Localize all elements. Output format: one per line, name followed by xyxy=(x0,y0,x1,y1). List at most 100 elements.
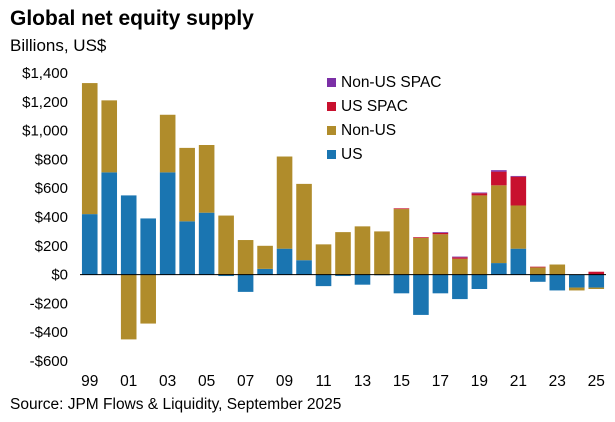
bar-non-us-2003 xyxy=(159,114,176,173)
x-tick-label: 07 xyxy=(237,373,254,390)
x-tick-label: 19 xyxy=(471,373,488,390)
bar-non-us-1999 xyxy=(81,83,98,215)
bar-us-2006 xyxy=(218,274,234,277)
x-axis: 99 01 03 05 07 09 11 13 15 17 19 21 23 25 xyxy=(81,373,605,390)
bar-non-us-2002 xyxy=(140,274,156,324)
y-tick-label: $1,200 xyxy=(22,94,68,111)
y-tick-label: $1,000 xyxy=(22,123,68,140)
bar-us-2004 xyxy=(179,221,195,275)
bar-us-2007 xyxy=(237,274,254,292)
bar-us-2003 xyxy=(159,172,176,275)
y-tick-label: $200 xyxy=(35,238,68,255)
bar-us-2002 xyxy=(140,218,156,275)
bar-us-2013 xyxy=(354,274,371,285)
legend-label: US SPAC xyxy=(341,98,408,115)
bar-us-2016 xyxy=(413,274,429,315)
bar-non-us-2015 xyxy=(393,209,410,275)
bar-us-2005 xyxy=(198,212,215,275)
legend-swatch-us-spac xyxy=(327,102,336,111)
legend: Non-US SPAC US SPAC Non-US US xyxy=(327,74,442,163)
x-tick-label: 05 xyxy=(198,373,215,390)
bar-us-spac-2015 xyxy=(393,208,410,210)
legend-label: US xyxy=(341,146,363,163)
y-tick-label: $800 xyxy=(35,151,68,168)
x-tick-label: 25 xyxy=(588,373,605,390)
chart-title: Global net equity supply xyxy=(10,7,254,30)
bar-us-2015 xyxy=(393,274,410,294)
x-tick-label: 99 xyxy=(81,373,98,390)
bar-us-2025 xyxy=(588,274,605,288)
x-tick-label: 15 xyxy=(393,373,410,390)
bar-non-us-2013 xyxy=(354,226,371,275)
bar-us-2022 xyxy=(530,274,546,282)
y-tick-label: $600 xyxy=(35,180,68,197)
bar-non-us-2023 xyxy=(549,264,566,275)
bar-us-spac-2017 xyxy=(432,232,449,235)
legend-swatch-us xyxy=(327,150,336,159)
bar-non-us-spac-2021 xyxy=(510,175,527,177)
bar-us-spac-2019 xyxy=(471,193,488,196)
bar-non-us-2021 xyxy=(510,205,527,249)
bar-us-2017 xyxy=(432,274,449,294)
y-tick-label: -$600 xyxy=(30,353,68,370)
bar-non-us-2011 xyxy=(315,244,332,275)
bar-non-us-2018 xyxy=(452,258,468,275)
bar-non-us-spac-2019 xyxy=(471,192,488,194)
bar-us-spac-2020 xyxy=(491,171,507,186)
legend-label: Non-US xyxy=(341,122,396,139)
bar-non-us-2006 xyxy=(218,215,234,275)
x-tick-label: 11 xyxy=(315,373,331,390)
bar-non-us-2025 xyxy=(588,287,605,289)
y-tick-label: $1,400 xyxy=(22,65,68,82)
y-axis: $1,400 $1,200 $1,000 $800 $600 $400 $200 $0 -$20… xyxy=(22,65,68,370)
y-tick-label: -$200 xyxy=(30,295,68,312)
bar-us-1999 xyxy=(81,214,98,275)
bar-us-2010 xyxy=(296,260,312,275)
bar-non-us-spac-2017 xyxy=(432,232,449,233)
bar-non-us-2007 xyxy=(237,240,254,275)
legend-swatch-non-us xyxy=(327,126,336,135)
bar-non-us-2001 xyxy=(120,274,137,340)
bar-us-2011 xyxy=(315,274,332,287)
x-tick-label: 17 xyxy=(432,373,449,390)
bar-us-2001 xyxy=(120,195,137,275)
legend-label: Non-US SPAC xyxy=(341,74,442,91)
bar-us-2008 xyxy=(257,268,273,275)
bar-us-2020 xyxy=(491,263,507,275)
bar-us-2019 xyxy=(471,274,488,289)
x-tick-label: 03 xyxy=(159,373,176,390)
bar-non-us-2022 xyxy=(530,267,546,275)
source-note: Source: JPM Flows & Liquidity, September… xyxy=(10,396,342,413)
x-tick-label: 23 xyxy=(549,373,566,390)
bar-non-us-2020 xyxy=(491,185,507,264)
bar-non-us-2016 xyxy=(413,237,429,275)
chart-subtitle: Billions, US$ xyxy=(10,36,107,55)
bar-non-us-2010 xyxy=(296,183,312,261)
y-tick-label: $0 xyxy=(51,267,68,284)
bar-non-us-spac-2018 xyxy=(452,256,468,258)
y-tick-label: -$400 xyxy=(30,324,68,341)
bar-non-us-2009 xyxy=(276,156,293,249)
legend-swatch-non-us-spac xyxy=(327,78,336,87)
bar-us-spac-2025 xyxy=(588,271,605,275)
bar-us-2000 xyxy=(101,172,118,275)
x-tick-label: 09 xyxy=(276,373,293,390)
bar-non-us-2004 xyxy=(179,147,195,222)
x-tick-label: 01 xyxy=(120,373,137,390)
bars xyxy=(80,83,606,340)
bar-us-2023 xyxy=(549,274,566,291)
bar-non-us-2012 xyxy=(335,232,351,275)
bar-us-spac-2018 xyxy=(452,257,468,259)
x-tick-label: 13 xyxy=(354,373,371,390)
x-tick-label: 21 xyxy=(510,373,527,390)
bar-us-spac-2022 xyxy=(530,266,546,268)
y-tick-label: $400 xyxy=(35,209,68,226)
bar-us-2012 xyxy=(335,274,351,277)
bar-non-us-2005 xyxy=(198,145,215,213)
bar-non-us-spac-2020 xyxy=(491,170,507,172)
bar-non-us-2019 xyxy=(471,195,488,275)
bar-non-us-2008 xyxy=(257,245,273,269)
bar-non-us-2024 xyxy=(568,287,585,291)
bar-us-2024 xyxy=(568,274,585,288)
